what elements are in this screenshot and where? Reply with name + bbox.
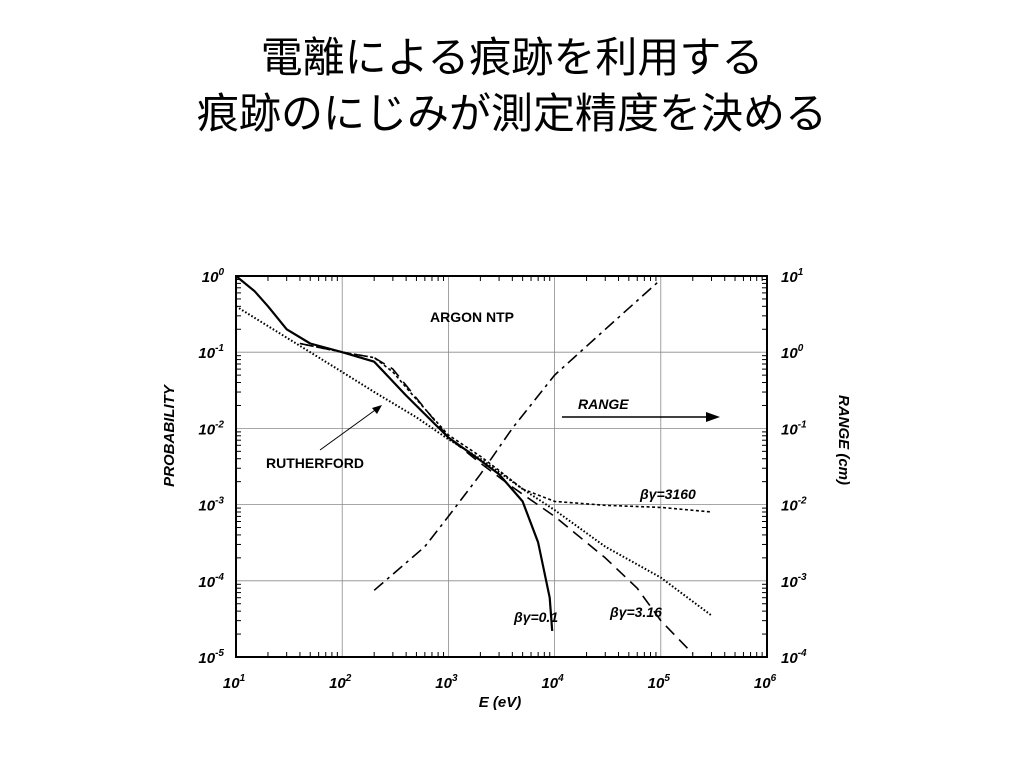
x-tick-label: 104: [541, 673, 564, 692]
label-bg-3-16: βγ=3.16: [609, 604, 662, 620]
y2-tick-label: 100: [781, 343, 804, 362]
y2-tick-label: 10-1: [781, 419, 807, 438]
x-tick-label: 103: [435, 673, 458, 692]
label-bg-3160: βγ=3160: [639, 486, 696, 502]
rutherford-label: RUTHERFORD: [266, 455, 364, 471]
argon-ntp-label: ARGON NTP: [430, 309, 514, 325]
label-bg-0-1: βγ=0.1: [513, 609, 558, 625]
y-tick-label: 10-4: [198, 572, 224, 591]
x-tick-label: 106: [754, 673, 777, 692]
range-arrow-head: [706, 412, 720, 422]
y-tick-label: 10-2: [198, 419, 224, 438]
rutherford-pointer-head: [372, 405, 382, 414]
y2-tick-label: 10-2: [781, 496, 807, 515]
x-tick-label: 101: [223, 673, 246, 692]
curve-solid: [235, 275, 554, 631]
x-axis-label: E (eV): [479, 694, 522, 711]
y-tick-label: 10-1: [198, 343, 224, 362]
y-axis-label: PROBABILITY: [161, 383, 178, 487]
title-line-2: 痕跡のにじみが測定精度を決める: [196, 89, 827, 138]
curves: [235, 275, 713, 655]
curve-dotted: [299, 342, 712, 513]
rutherford-pointer: [319, 407, 379, 451]
tick-labels: 101 102 103 104 105 106 100 10-1 10-2 10-3 10-4 10-…: [198, 267, 807, 692]
y2-tick-label: 101: [781, 267, 804, 286]
plot-frame: [235, 275, 768, 658]
y-tick-label: 10-3: [198, 496, 224, 515]
slide-title: 電離による痕跡を利用する 痕跡のにじみが測定精度を決める: [0, 30, 1024, 142]
y2-axis-label: RANGE (cm): [835, 395, 852, 485]
curve-fine-dotted: [235, 305, 713, 617]
y-tick-label: 100: [202, 267, 225, 286]
y2-tick-label: 10-3: [781, 572, 807, 591]
x-tick-label: 102: [329, 673, 352, 692]
range-label: RANGE: [578, 396, 629, 412]
tick-marks: [236, 276, 767, 657]
x-tick-label: 105: [648, 673, 671, 692]
curve-dash-dot: [373, 278, 662, 591]
title-line-1: 電離による痕跡を利用する: [260, 33, 764, 82]
y-tick-label: 10-5: [198, 648, 224, 667]
curve-dashed: [299, 342, 694, 655]
y2-tick-label: 10-4: [781, 648, 807, 667]
